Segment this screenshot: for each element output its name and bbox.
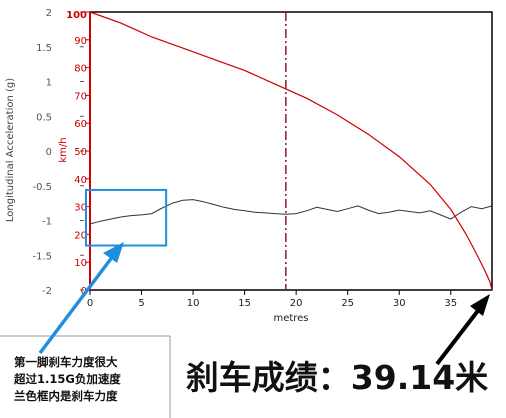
accel-tick-label: 1.5 [36,43,52,54]
accel-tick-label: -0.5 [32,182,52,193]
x-tick-label: 15 [238,298,251,309]
accel-tick-label: 2 [46,8,52,19]
accel-tick-label: -1.5 [32,251,52,262]
x-tick-label: 0 [87,298,93,309]
speed-tick-label: 30 [74,203,87,214]
x-tick-label: 20 [290,298,303,309]
speed-tick-label: 100 [66,10,87,21]
speed-tick-label: 50 [74,147,87,158]
y-axis-title-accel: Longitudinal Acceleration (g) [5,78,16,222]
x-tick-label: 30 [393,298,406,309]
speed-tick-label: 90 [74,36,87,47]
accel-tick-label: 1 [46,78,52,89]
arrow-to-highlight [38,254,115,355]
speed-tick-label: 80 [74,64,87,75]
braking-result: 刹车成绩：39.14米 [185,358,489,397]
note-line-1: 第一脚刹车力度很大 [14,355,118,369]
note-line-3: 兰色框内是刹车力度 [14,389,118,403]
speed-tick-label: 20 [74,230,87,241]
plot-area [89,11,493,291]
speed-tick-label: 60 [74,119,87,130]
accel-tick-label: 0 [46,147,52,158]
x-tick-label: 5 [138,298,144,309]
accel-tick-label: -1 [42,217,52,228]
x-tick-label: 10 [187,298,200,309]
x-tick-label: 25 [341,298,354,309]
arrow-to-end-point [435,306,482,366]
arrow-to-highlight-head [103,242,124,263]
y-axis-title-speed: km/h [58,137,69,162]
accel-tick-label: -2 [42,286,52,297]
speed-tick-label: 10 [74,258,87,269]
x-axis-title: metres [273,313,308,324]
accel-tick-label: 0.5 [36,112,52,123]
brake-force-highlight-box [85,188,168,247]
x-tick-label: 35 [444,298,457,309]
arrow-to-end-point-head [470,294,490,316]
speed-tick-label: 0 [81,286,87,297]
speed-tick-label: 70 [74,91,87,102]
speed-tick-label: 40 [74,175,87,186]
accel-series-line [89,199,493,225]
speed-series-line [89,11,493,291]
note-line-2: 超过1.15G负加速度 [14,372,121,386]
brake-force-note: 第一脚刹车力度很大 超过1.15G负加速度 兰色框内是刹车力度 [14,354,166,405]
